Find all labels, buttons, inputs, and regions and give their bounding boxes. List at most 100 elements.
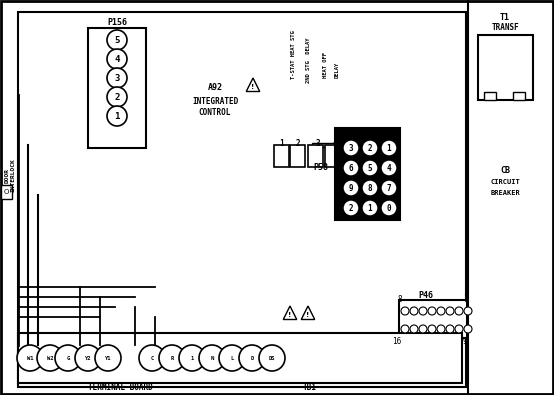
Text: O: O bbox=[4, 189, 9, 195]
Circle shape bbox=[55, 345, 81, 371]
Circle shape bbox=[259, 345, 285, 371]
Bar bbox=[478, 35, 533, 100]
Circle shape bbox=[343, 160, 359, 176]
Text: L: L bbox=[230, 356, 234, 361]
Bar bbox=[18, 12, 466, 387]
Circle shape bbox=[362, 140, 378, 156]
Circle shape bbox=[107, 30, 127, 50]
Circle shape bbox=[419, 325, 427, 333]
Text: CB: CB bbox=[500, 166, 510, 175]
Circle shape bbox=[95, 345, 121, 371]
Circle shape bbox=[401, 325, 409, 333]
Text: 2: 2 bbox=[348, 203, 353, 213]
Circle shape bbox=[362, 180, 378, 196]
Text: W2: W2 bbox=[47, 356, 53, 361]
Bar bbox=[308, 145, 323, 167]
Circle shape bbox=[410, 325, 418, 333]
Circle shape bbox=[179, 345, 205, 371]
Text: 2: 2 bbox=[114, 92, 120, 102]
Circle shape bbox=[464, 325, 472, 333]
Circle shape bbox=[437, 307, 445, 315]
Text: 5: 5 bbox=[368, 164, 372, 173]
Text: 2: 2 bbox=[296, 139, 300, 147]
Circle shape bbox=[455, 307, 463, 315]
Text: 4: 4 bbox=[387, 164, 391, 173]
Text: Y1: Y1 bbox=[105, 356, 111, 361]
Circle shape bbox=[464, 307, 472, 315]
Polygon shape bbox=[301, 306, 315, 320]
Circle shape bbox=[362, 160, 378, 176]
Circle shape bbox=[428, 325, 436, 333]
Circle shape bbox=[419, 307, 427, 315]
Circle shape bbox=[410, 307, 418, 315]
Circle shape bbox=[17, 345, 43, 371]
Text: T-STAT HEAT STG: T-STAT HEAT STG bbox=[290, 31, 295, 79]
Circle shape bbox=[219, 345, 245, 371]
Text: 1: 1 bbox=[368, 203, 372, 213]
Circle shape bbox=[75, 345, 101, 371]
Circle shape bbox=[401, 307, 409, 315]
Text: BREAKER: BREAKER bbox=[490, 190, 520, 196]
Bar bbox=[399, 300, 467, 338]
Text: TRANSF: TRANSF bbox=[491, 23, 519, 32]
Text: 3: 3 bbox=[114, 73, 120, 83]
Bar bbox=[290, 145, 305, 167]
Text: 9: 9 bbox=[463, 337, 468, 346]
Circle shape bbox=[239, 345, 265, 371]
Text: HEAT OFF: HEAT OFF bbox=[322, 52, 327, 78]
Circle shape bbox=[446, 325, 454, 333]
Text: C: C bbox=[150, 356, 153, 361]
Text: 1: 1 bbox=[114, 111, 120, 120]
Circle shape bbox=[362, 200, 378, 216]
Text: A92: A92 bbox=[208, 83, 223, 92]
Bar bbox=[1, 185, 12, 199]
Text: 4: 4 bbox=[333, 139, 337, 147]
Text: P46: P46 bbox=[418, 290, 433, 299]
Text: 1: 1 bbox=[280, 139, 284, 147]
Bar bbox=[325, 145, 340, 167]
Text: 7: 7 bbox=[387, 184, 391, 192]
Text: 3: 3 bbox=[348, 143, 353, 152]
Text: DOOR
INTERLOCK: DOOR INTERLOCK bbox=[4, 158, 16, 192]
Text: 4: 4 bbox=[114, 55, 120, 64]
Circle shape bbox=[343, 200, 359, 216]
Polygon shape bbox=[283, 306, 297, 320]
Text: 1: 1 bbox=[387, 143, 391, 152]
Circle shape bbox=[381, 140, 397, 156]
Circle shape bbox=[428, 307, 436, 315]
Text: !: ! bbox=[306, 312, 310, 318]
Circle shape bbox=[446, 307, 454, 315]
Bar bbox=[88, 28, 146, 148]
Text: 2: 2 bbox=[368, 143, 372, 152]
Text: CIRCUIT: CIRCUIT bbox=[490, 179, 520, 185]
Circle shape bbox=[437, 325, 445, 333]
Text: 6: 6 bbox=[348, 164, 353, 173]
Bar bbox=[513, 92, 525, 100]
Text: G: G bbox=[66, 356, 70, 361]
Bar bbox=[274, 145, 289, 167]
Text: P58: P58 bbox=[313, 162, 328, 171]
Text: 9: 9 bbox=[348, 184, 353, 192]
Text: Y2: Y2 bbox=[85, 356, 91, 361]
Bar bbox=[335, 128, 400, 220]
Text: 1: 1 bbox=[463, 295, 468, 303]
Text: !: ! bbox=[252, 85, 255, 90]
Text: 1: 1 bbox=[191, 356, 194, 361]
Circle shape bbox=[159, 345, 185, 371]
Text: 8: 8 bbox=[398, 295, 402, 303]
Circle shape bbox=[343, 140, 359, 156]
Circle shape bbox=[381, 200, 397, 216]
Bar bbox=[484, 92, 496, 100]
Text: D: D bbox=[250, 356, 254, 361]
Text: T1: T1 bbox=[500, 13, 510, 21]
Text: 2ND STG  DELAY: 2ND STG DELAY bbox=[305, 37, 310, 83]
Circle shape bbox=[107, 106, 127, 126]
Circle shape bbox=[381, 160, 397, 176]
Circle shape bbox=[107, 87, 127, 107]
Text: TERMINAL BOARD: TERMINAL BOARD bbox=[88, 382, 152, 391]
Text: !: ! bbox=[289, 312, 291, 318]
Text: R: R bbox=[171, 356, 173, 361]
Circle shape bbox=[343, 180, 359, 196]
Text: DS: DS bbox=[269, 356, 275, 361]
Text: N: N bbox=[211, 356, 214, 361]
